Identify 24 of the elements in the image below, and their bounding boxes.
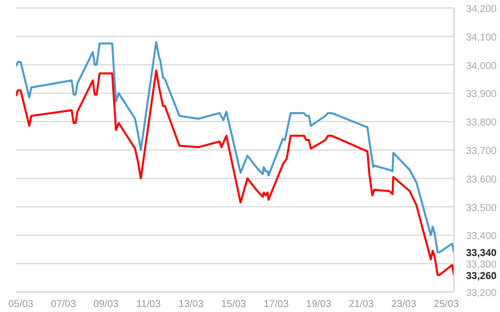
y-tick-label: 33,500 (466, 202, 498, 214)
y-tick-label: 33,300 (466, 260, 498, 271)
x-tick-label: 05/03 (8, 299, 34, 310)
y-tick-label: 33,800 (466, 118, 498, 129)
y-tick-label: 34,200 (466, 4, 498, 15)
x-tick-label: 25/03 (434, 299, 460, 310)
y-tick-label: 33,900 (466, 89, 498, 100)
y-tick-label: 33,340 (466, 248, 498, 260)
x-tick-label: 19/03 (306, 299, 332, 310)
y-tick-label: 33,200 (466, 288, 498, 299)
x-tick-label: 09/03 (93, 299, 119, 310)
y-tick-label: 34,100 (466, 32, 498, 44)
y-tick-label: 33,600 (466, 174, 498, 186)
x-tick-label: 07/03 (50, 299, 76, 310)
x-tick-label: 13/03 (178, 299, 204, 310)
y-tick-label: 33,400 (466, 231, 498, 242)
y-tick-label: 33,700 (466, 146, 498, 157)
y-tick-label: 33,260 (466, 270, 498, 282)
x-tick-label: 11/03 (136, 299, 162, 310)
x-tick-label: 17/03 (264, 299, 290, 310)
x-tick-label: 21/03 (348, 299, 374, 310)
x-tick-label: 23/03 (391, 299, 417, 310)
x-tick-label: 15/03 (221, 299, 247, 310)
y-tick-label: 34,000 (466, 60, 498, 72)
